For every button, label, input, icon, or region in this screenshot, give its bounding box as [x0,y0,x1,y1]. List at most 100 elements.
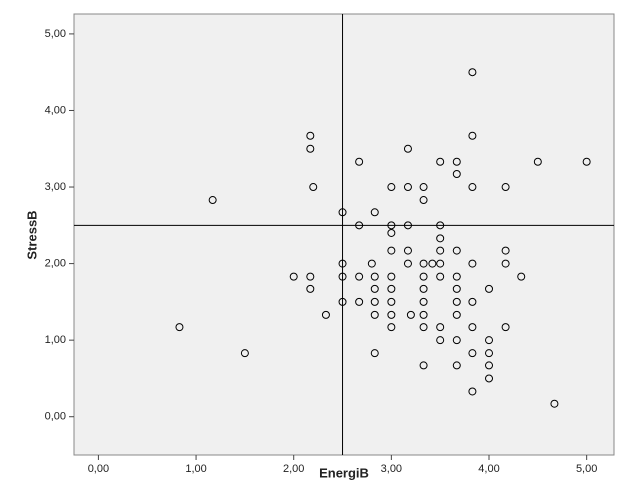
point [306,272,315,281]
y-tick-label: 0,00 [45,411,66,423]
y-axis-title: StressB [24,210,39,259]
point [419,310,428,319]
point [452,297,461,306]
point [355,221,364,230]
point [338,297,347,306]
point [436,234,445,243]
point [306,131,315,140]
point [419,272,428,281]
x-tick-label: 5,00 [576,463,597,475]
point [309,183,318,192]
y-tick-label: 5,00 [45,28,66,40]
point [370,284,379,293]
point [403,183,412,192]
point [403,259,412,268]
point [436,246,445,255]
point [419,196,428,205]
point [501,183,510,192]
point [419,259,428,268]
point [452,170,461,179]
point [419,361,428,370]
point [338,259,347,268]
point [338,272,347,281]
point [387,272,396,281]
point [533,157,542,166]
point [501,259,510,268]
point [452,284,461,293]
point [403,221,412,230]
point [419,323,428,332]
plot-area [73,13,615,456]
point [387,228,396,237]
point [436,259,445,268]
point [468,259,477,268]
x-tick-label: 2,00 [283,463,304,475]
point [436,272,445,281]
point [355,157,364,166]
point [501,246,510,255]
x-tick-label: 0,00 [88,463,109,475]
point [387,297,396,306]
point [355,272,364,281]
point [550,399,559,408]
point [436,157,445,166]
point [403,246,412,255]
point [419,297,428,306]
point [175,323,184,332]
point [419,284,428,293]
point [468,349,477,358]
point [370,310,379,319]
point [306,144,315,153]
point [355,297,364,306]
y-tick-label: 1,00 [45,334,66,346]
point [387,323,396,332]
point [403,144,412,153]
point [468,131,477,140]
point [387,221,396,230]
point [370,208,379,217]
x-tick-label: 4,00 [478,463,499,475]
point [370,349,379,358]
point [485,361,494,370]
point [370,297,379,306]
point [289,272,298,281]
point [501,323,510,332]
point [468,297,477,306]
point [406,310,415,319]
point [468,323,477,332]
point [452,246,461,255]
point [387,284,396,293]
point [485,374,494,383]
point [452,157,461,166]
x-tick-label: 1,00 [185,463,206,475]
point [468,387,477,396]
point [468,68,477,77]
point [387,246,396,255]
point [485,284,494,293]
point [517,272,526,281]
point [436,221,445,230]
point [436,323,445,332]
point [452,310,461,319]
point [370,272,379,281]
y-tick-label: 2,00 [45,258,66,270]
point [485,336,494,345]
x-axis-title: EnergiB [319,465,369,480]
point [428,259,437,268]
point [306,284,315,293]
point [338,208,347,217]
point [387,183,396,192]
point [387,310,396,319]
y-tick-label: 4,00 [45,104,66,116]
point [452,361,461,370]
point [321,310,330,319]
point [452,336,461,345]
y-tick-label: 3,00 [45,181,66,193]
point [436,336,445,345]
point [367,259,376,268]
point [452,272,461,281]
point [208,196,217,205]
point [419,183,428,192]
point [485,349,494,358]
